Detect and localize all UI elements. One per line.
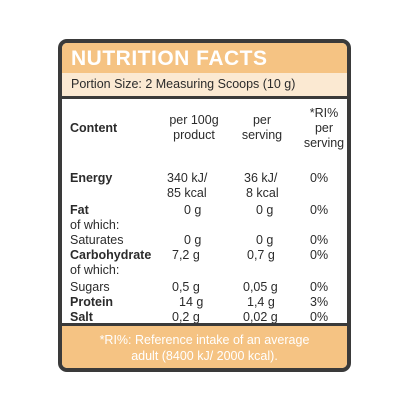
- row-per100: 0 g: [184, 233, 202, 247]
- row-serving: 0,7 g: [247, 248, 275, 262]
- row-label: Salt: [70, 310, 93, 324]
- header-per100: per 100g product: [154, 113, 234, 143]
- row-serving: 1,4 g: [247, 295, 275, 309]
- header-ri: *RI% per serving: [293, 106, 347, 151]
- row-ri: 0%: [310, 310, 329, 324]
- row-label: Fat: [70, 203, 89, 217]
- header-per100-line2: product: [173, 128, 215, 142]
- row-label: of which:: [70, 218, 120, 232]
- portion-size: Portion Size: 2 Measuring Scoops (10 g): [62, 73, 347, 99]
- footnote-line2: adult (8400 kJ/ 2000 kcal).: [131, 349, 278, 363]
- row-serving: 0 g: [256, 233, 274, 247]
- row-ri: 0%: [310, 171, 329, 185]
- header-serving-line1: per: [252, 113, 272, 127]
- row-serving: 0 g: [256, 203, 274, 217]
- row-per100: 0,2 g: [172, 310, 200, 324]
- panel-title: NUTRITION FACTS: [62, 43, 347, 73]
- row-serving: 8 kcal: [246, 186, 279, 200]
- row-label: Protein: [70, 295, 114, 309]
- header-ri-line1: *RI%: [309, 106, 339, 120]
- nutrition-panel: NUTRITION FACTS Portion Size: 2 Measurin…: [58, 39, 351, 372]
- row-label: Energy: [70, 171, 113, 185]
- row-ri: 3%: [310, 295, 329, 309]
- row-label: Carbohydrate: [70, 248, 152, 262]
- row-per100: 0,5 g: [172, 280, 200, 294]
- footnote-line1: *RI%: Reference intake of an average: [99, 333, 310, 347]
- row-serving: 0,05 g: [243, 280, 278, 294]
- row-ri: 0%: [310, 248, 329, 262]
- footnote: *RI%: Reference intake of an average adu…: [62, 323, 347, 368]
- row-label: Saturates: [70, 233, 124, 247]
- row-serving: 0,02 g: [243, 310, 278, 324]
- header-content: Content: [70, 121, 118, 135]
- row-label: of which:: [70, 263, 120, 277]
- row-ri: 0%: [310, 280, 329, 294]
- row-per100: 85 kcal: [167, 186, 207, 200]
- row-per100: 340 kJ/: [167, 171, 208, 185]
- row-ri: 0%: [310, 233, 329, 247]
- header-ri-line2: per: [314, 121, 334, 135]
- row-per100: 7,2 g: [172, 248, 200, 262]
- row-per100: 14 g: [179, 295, 204, 309]
- header-serving: per serving: [232, 113, 292, 143]
- row-ri: 0%: [310, 203, 329, 217]
- header-ri-line3: serving: [303, 136, 345, 150]
- header-per100-line1: per 100g: [169, 113, 219, 127]
- row-label: Sugars: [70, 280, 110, 294]
- row-per100: 0 g: [184, 203, 202, 217]
- row-serving: 36 kJ/: [244, 171, 278, 185]
- header-serving-line2: serving: [241, 128, 283, 142]
